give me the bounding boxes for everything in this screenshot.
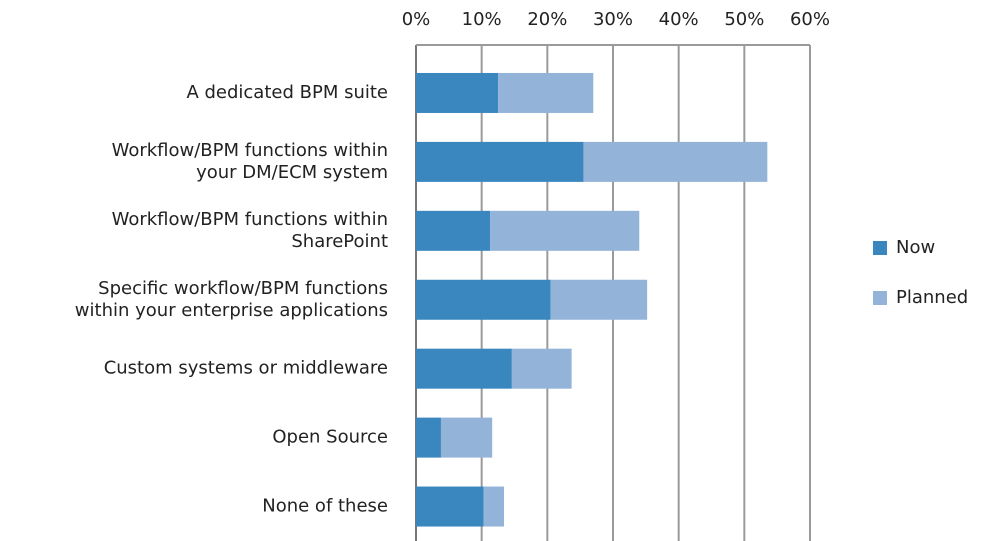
y-tick-label: Open Source — [272, 427, 388, 448]
x-tick-label: 30% — [593, 9, 633, 30]
bar — [440, 417, 493, 458]
y-tick-label: None of these — [262, 496, 388, 517]
x-tick-label: 20% — [527, 9, 567, 30]
bar — [490, 210, 640, 251]
y-tick-label: within your enterprise applications — [75, 300, 388, 321]
y-tick-label: Custom systems or middleware — [104, 358, 388, 379]
x-tick-label: 50% — [724, 9, 764, 30]
bar — [416, 348, 512, 389]
x-tick-label: 10% — [462, 9, 502, 30]
legend-label: Planned — [896, 287, 968, 308]
x-tick-label: 60% — [790, 9, 830, 30]
x-tick-label: 40% — [659, 9, 699, 30]
y-tick-label: Workflow/BPM functions within — [112, 209, 388, 230]
bar — [498, 72, 594, 113]
bar — [416, 486, 484, 527]
bar — [416, 279, 551, 320]
bar — [511, 348, 572, 389]
y-tick-label: SharePoint — [291, 231, 388, 252]
x-tick-label: 0% — [402, 9, 431, 30]
bar — [416, 417, 441, 458]
y-tick-label: your DM/ECM system — [196, 162, 388, 183]
bar — [416, 210, 491, 251]
bar — [416, 72, 499, 113]
bar — [416, 141, 584, 182]
y-tick-label: A dedicated BPM suite — [186, 82, 388, 103]
bar — [483, 486, 504, 527]
legend-label: Now — [896, 237, 935, 258]
bar — [550, 279, 648, 320]
y-tick-label: Workflow/BPM functions within — [112, 140, 388, 161]
legend-swatch — [873, 241, 887, 255]
y-tick-label: Specific workflow/BPM functions — [98, 278, 388, 299]
legend-swatch — [873, 291, 887, 305]
bar — [583, 141, 768, 182]
